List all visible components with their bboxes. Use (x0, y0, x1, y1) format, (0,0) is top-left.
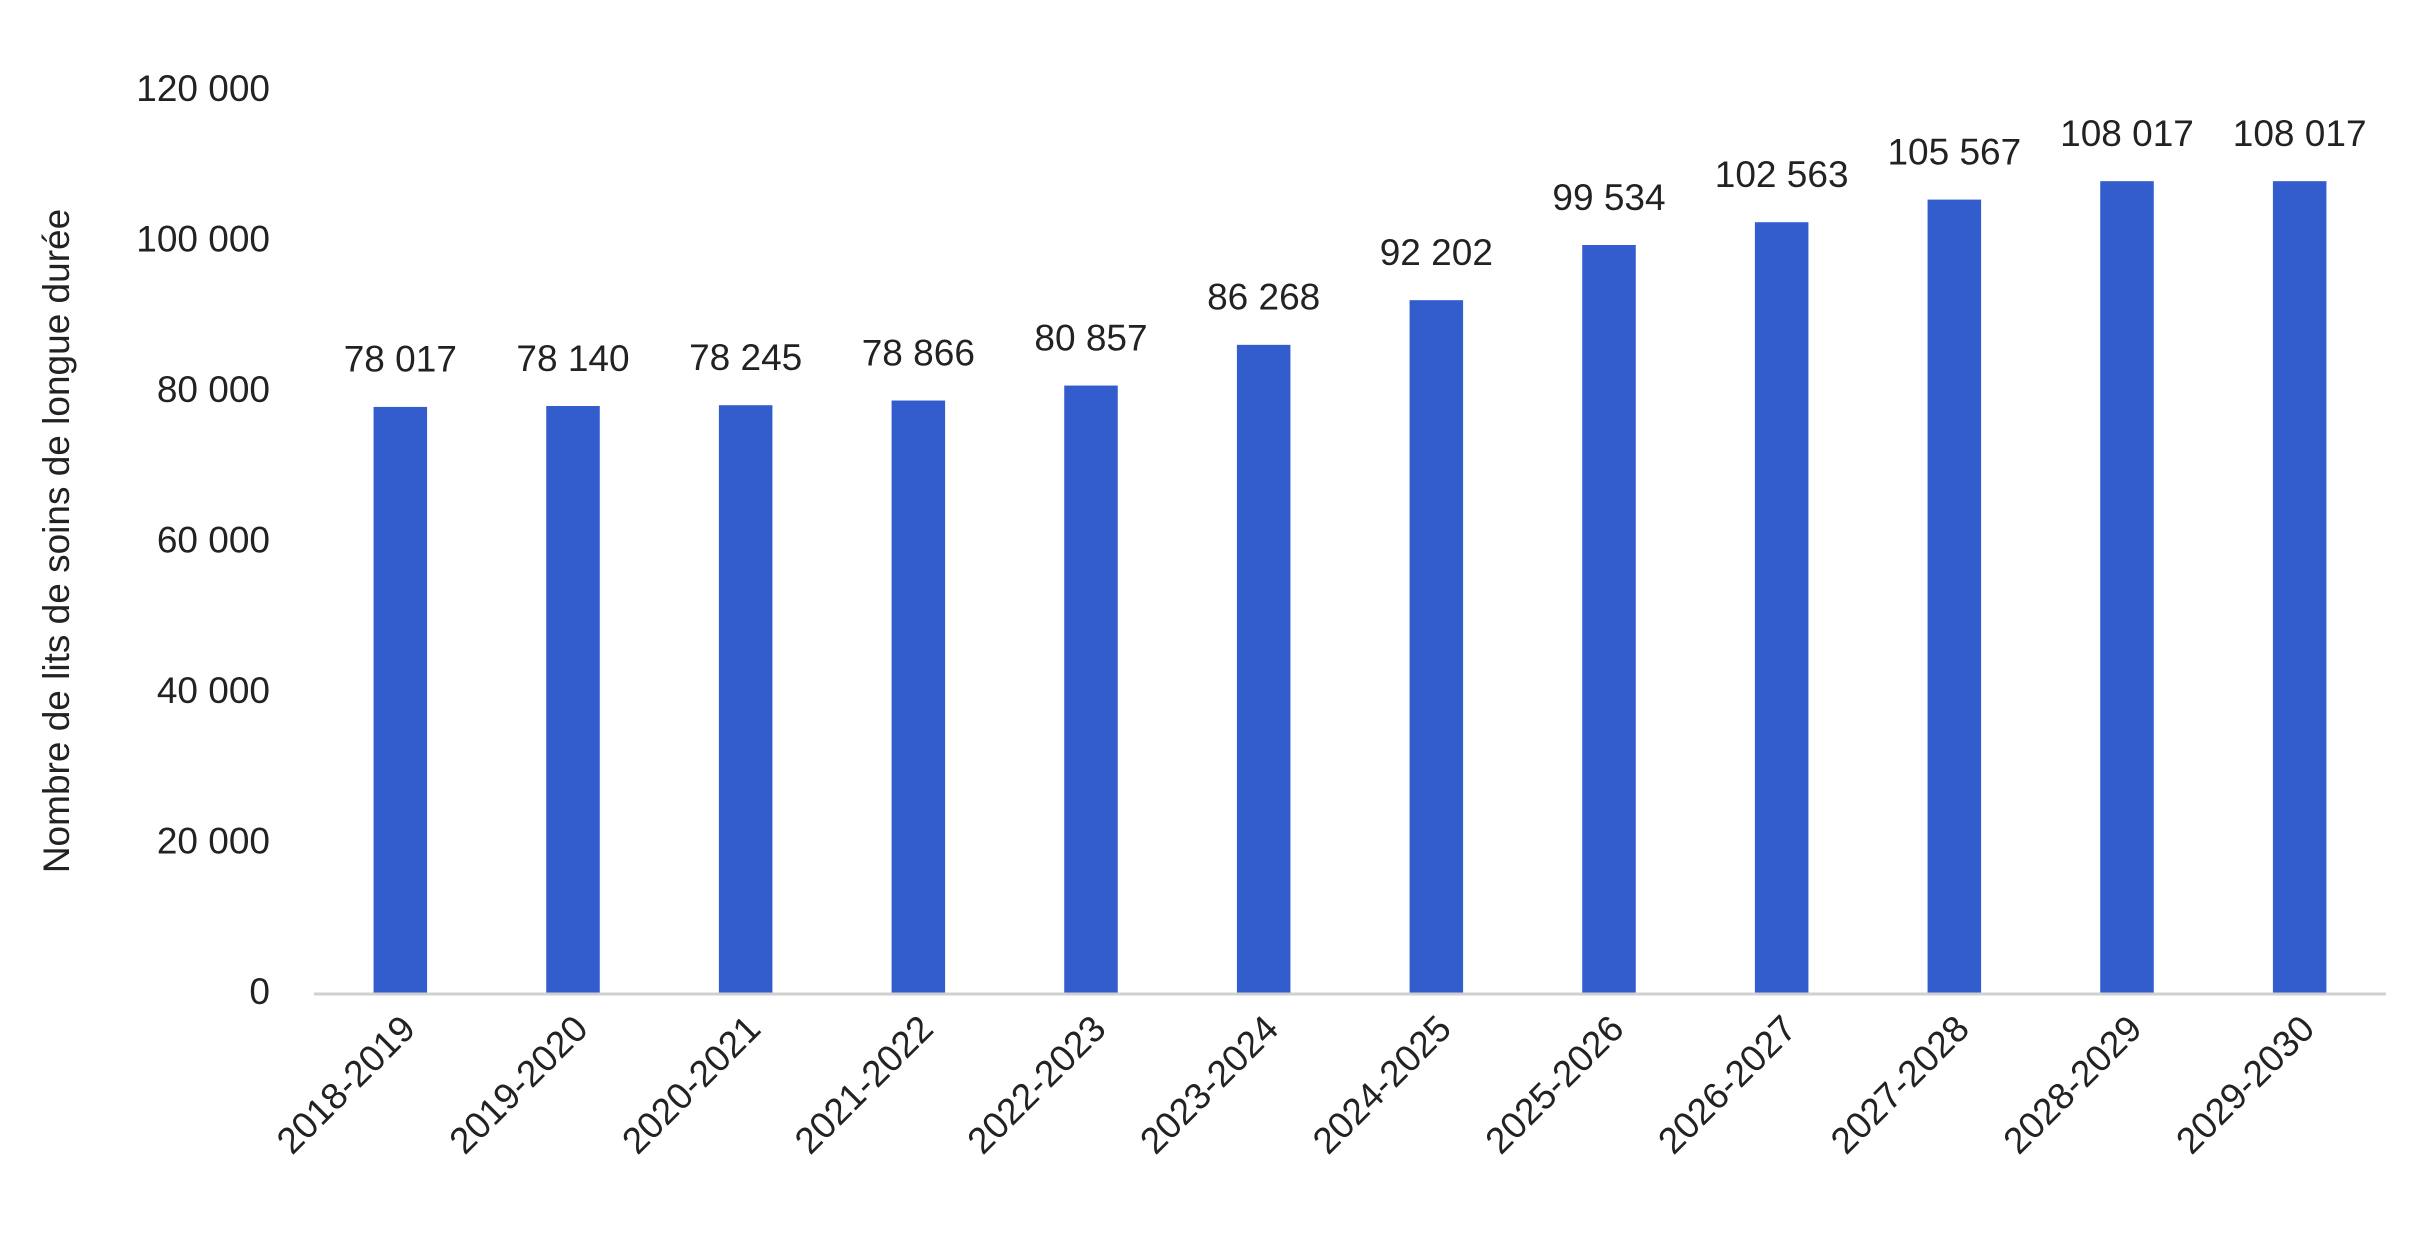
y-tick-label: 0 (249, 971, 270, 1012)
y-tick-label: 80 000 (157, 369, 270, 410)
y-tick-label: 100 000 (136, 218, 270, 259)
x-tick-label: 2022-2023 (959, 1008, 1113, 1162)
value-label: 78 140 (516, 338, 629, 379)
x-tick-label: 2029-2030 (2168, 1008, 2322, 1162)
bar (2272, 181, 2327, 995)
bar (891, 400, 946, 995)
y-tick-label: 60 000 (157, 519, 270, 560)
bar (1064, 385, 1118, 994)
x-tick-label: 2020-2021 (614, 1008, 768, 1162)
value-label: 80 857 (1034, 317, 1147, 358)
x-tick-label: 2027-2028 (1823, 1008, 1977, 1162)
value-label: 78 866 (862, 332, 975, 373)
bar (373, 406, 428, 994)
value-label: 105 567 (1887, 131, 2021, 172)
bar (1754, 222, 1809, 994)
bar (1927, 199, 1982, 994)
x-tick-label: 2019-2020 (441, 1008, 595, 1162)
bar (718, 405, 773, 994)
value-label: 99 534 (1552, 177, 1665, 218)
value-label: 108 017 (2060, 113, 2194, 154)
bar (1409, 300, 1464, 995)
x-tick-label: 2018-2019 (269, 1008, 423, 1162)
x-tick-label: 2026-2027 (1650, 1008, 1804, 1162)
value-label: 78 245 (689, 337, 802, 378)
y-tick-label: 120 000 (136, 68, 270, 109)
bar (1236, 344, 1291, 994)
x-tick-label: 2021-2022 (787, 1008, 941, 1162)
value-label: 108 017 (2233, 113, 2367, 154)
y-tick-label: 40 000 (157, 670, 270, 711)
bar (546, 405, 600, 995)
bar (1582, 245, 1636, 994)
x-tick-label: 2028-2029 (1995, 1008, 2149, 1162)
x-tick-label: 2025-2026 (1477, 1008, 1631, 1162)
x-tick-label: 2023-2024 (1132, 1008, 1286, 1162)
value-label: 86 268 (1207, 277, 1320, 318)
value-label: 102 563 (1715, 154, 1849, 195)
y-tick-label: 20 000 (157, 820, 270, 861)
bar (2100, 181, 2154, 995)
value-label: 92 202 (1380, 232, 1493, 273)
x-tick-label: 2024-2025 (1305, 1008, 1459, 1162)
y-axis-title: Nombre de lits de soins de longue durée (36, 209, 77, 873)
value-label: 78 017 (344, 339, 457, 380)
